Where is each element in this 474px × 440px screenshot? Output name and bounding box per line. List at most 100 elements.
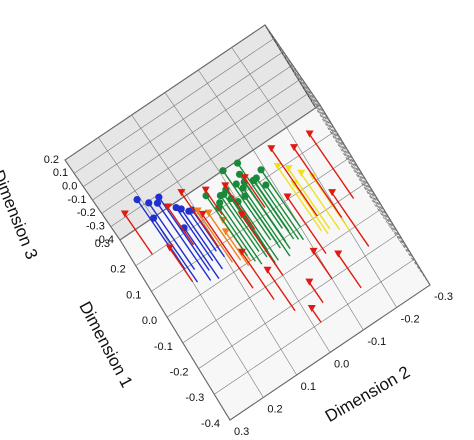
stem — [124, 214, 153, 255]
stem — [225, 231, 250, 267]
stem — [175, 207, 214, 262]
x-tick-label: 0.1 — [126, 289, 141, 301]
grid-line — [110, 91, 312, 227]
z-tick-label: 0.1 — [53, 167, 68, 179]
stem — [167, 207, 195, 246]
stem — [219, 195, 260, 252]
stem — [312, 251, 333, 279]
z-tick-label: 0.2 — [44, 154, 59, 166]
point — [273, 163, 282, 170]
z-tick-label: -0.4 — [95, 234, 114, 246]
stem — [293, 184, 329, 235]
stem — [224, 186, 256, 230]
point — [193, 207, 202, 215]
z-tick-label: -0.3 — [86, 221, 105, 233]
stem — [252, 179, 295, 240]
point — [185, 207, 193, 215]
point — [257, 166, 265, 174]
z-tick-label: 0.0 — [62, 181, 77, 193]
point — [283, 193, 292, 201]
stem — [309, 134, 355, 199]
grid-line — [310, 91, 422, 272]
point — [153, 199, 162, 207]
stem — [152, 217, 199, 283]
y-tick-label: -0.1 — [367, 336, 386, 348]
stem — [218, 207, 256, 262]
grid-line — [186, 194, 297, 376]
grid-line — [283, 51, 394, 232]
stem — [205, 195, 248, 257]
point — [198, 210, 207, 218]
point — [233, 159, 242, 167]
point — [305, 278, 314, 286]
grid-line — [119, 239, 231, 421]
stem — [277, 166, 323, 232]
stem — [180, 192, 219, 247]
point — [328, 189, 337, 197]
point — [172, 203, 180, 212]
stem — [337, 254, 362, 289]
point — [309, 247, 318, 255]
point — [239, 184, 247, 192]
z-axis-title: Dimension 3 — [0, 167, 41, 262]
stem — [311, 308, 322, 323]
grid-line — [253, 149, 364, 331]
stem — [286, 197, 327, 254]
point — [241, 192, 249, 200]
stem — [255, 177, 300, 240]
point — [204, 209, 213, 217]
y-tick-label: -0.2 — [401, 313, 420, 325]
x-tick-label: -0.4 — [201, 418, 220, 430]
y-tick-label: 0.2 — [267, 403, 282, 415]
stem — [266, 270, 296, 312]
point — [334, 250, 343, 258]
stem — [148, 202, 196, 270]
stem — [169, 248, 194, 283]
point — [305, 130, 314, 138]
stem — [238, 173, 286, 242]
stem — [270, 148, 318, 217]
point — [180, 224, 188, 232]
point — [263, 266, 272, 274]
point — [120, 210, 129, 218]
point — [220, 190, 228, 198]
point — [232, 180, 240, 188]
stem — [188, 210, 217, 252]
point — [290, 144, 298, 152]
point — [201, 186, 210, 194]
z-tick-label: -0.2 — [77, 207, 96, 219]
point — [221, 182, 230, 190]
stem — [180, 208, 224, 270]
stem — [158, 196, 210, 271]
point — [177, 189, 186, 197]
y-tick-label: -0.3 — [434, 291, 453, 303]
stem — [219, 202, 263, 265]
point — [262, 181, 270, 189]
grid-line — [319, 104, 431, 286]
stem — [202, 214, 254, 289]
point — [163, 203, 172, 211]
grid-line — [73, 38, 275, 174]
stem — [241, 252, 275, 300]
stem — [222, 170, 272, 241]
point — [216, 199, 224, 207]
stem — [156, 202, 212, 281]
point — [307, 304, 316, 312]
grid-line — [292, 64, 403, 246]
stem — [293, 147, 343, 218]
stem — [265, 184, 305, 241]
z-tick-label: -0.1 — [68, 194, 87, 206]
stem — [236, 162, 284, 229]
x-axis-title: Dimension 1 — [75, 298, 136, 390]
grid-line — [101, 78, 302, 214]
point — [155, 193, 163, 201]
stem — [244, 195, 278, 244]
grid-line — [264, 24, 376, 206]
stem — [312, 176, 351, 231]
stem — [244, 177, 266, 208]
stem — [136, 199, 186, 270]
point — [219, 167, 227, 175]
point — [145, 199, 153, 207]
x-tick-label: 0.2 — [110, 264, 125, 276]
